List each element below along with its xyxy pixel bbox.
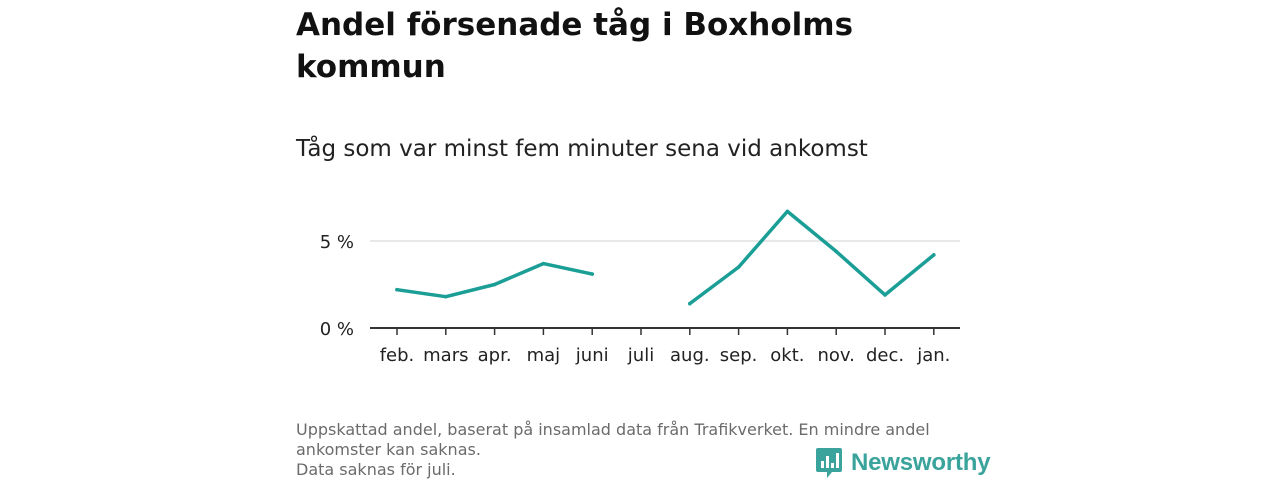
footnote-source: Uppskattad andel, baserat på insamlad da… (296, 420, 930, 459)
footnote: Uppskattad andel, baserat på insamlad da… (296, 420, 996, 480)
x-tick-label: feb. (380, 345, 415, 366)
x-tick-label: jan. (916, 345, 950, 366)
x-tick-label: aug. (670, 345, 710, 366)
data-point (541, 261, 546, 266)
footnote-missing-data: Data saknas för juli. (296, 460, 456, 479)
data-point (883, 293, 887, 297)
data-point (492, 282, 497, 287)
series-line (395, 261, 594, 299)
chart-title: Andel försenade tåg i Boxholms kommun (296, 7, 854, 85)
x-tick-label: juli (627, 345, 654, 366)
data-point (444, 294, 448, 299)
x-tick-label: dec. (866, 345, 904, 366)
y-tick-label: 0 % (320, 319, 354, 340)
x-tick-label: nov. (817, 345, 854, 366)
bar-chart-bubble-icon (816, 448, 842, 478)
newsworthy-logo: Newsworthy (815, 447, 991, 479)
x-tick-label: juni (575, 345, 609, 366)
data-point (590, 272, 594, 276)
x-tick-label: apr. (478, 345, 512, 366)
data-point (395, 287, 399, 292)
y-tick-label: 5 % (320, 232, 354, 253)
x-tick-label: maj (527, 345, 561, 366)
x-tick-label: okt. (770, 345, 804, 366)
data-point (785, 209, 790, 214)
line-chart: 0 % 5 % feb. mars apr. maj juni juli aug. sep. okt… (320, 209, 960, 366)
logo-text: Newsworthy (851, 449, 991, 476)
chart-subtitle: Tåg som var minst fem minuter sena vid a… (296, 136, 868, 162)
axis-layer (370, 327, 960, 335)
x-tick-label: mars (423, 345, 468, 366)
x-tick-label: sep. (720, 345, 758, 366)
series-line (688, 209, 936, 306)
data-point (834, 249, 838, 254)
line-layer (395, 209, 936, 306)
data-point (932, 253, 936, 257)
data-point (688, 301, 692, 306)
data-point (736, 265, 741, 269)
label-layer: 0 % 5 % feb. mars apr. maj juni juli aug. sep. okt… (320, 232, 951, 366)
